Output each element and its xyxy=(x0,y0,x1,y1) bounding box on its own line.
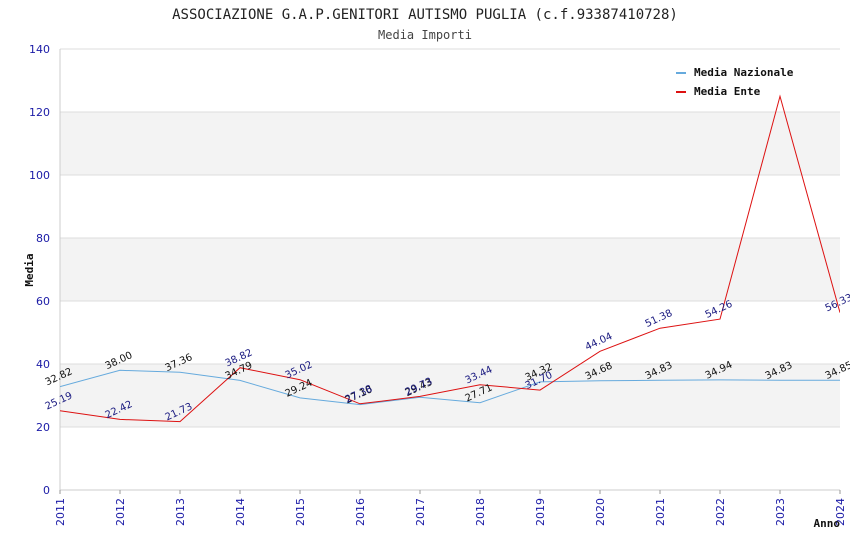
x-tick-label: 2021 xyxy=(654,498,667,526)
plot-band xyxy=(60,49,840,112)
x-tick-label: 2017 xyxy=(414,498,427,526)
series-line xyxy=(60,369,840,406)
y-tick-label: 140 xyxy=(29,43,50,56)
x-tick-label: 2016 xyxy=(354,498,367,526)
chart-subtitle: Media Importi xyxy=(378,28,472,42)
plot-band xyxy=(60,112,840,175)
chart-title: ASSOCIAZIONE G.A.P.GENITORI AUTISMO PUGL… xyxy=(172,7,678,23)
y-tick-label: 20 xyxy=(36,421,50,434)
series-line xyxy=(60,94,840,423)
x-tick-label: 2022 xyxy=(714,498,727,526)
y-axis-ticks: 0 20 40 60 80 100 120 140 xyxy=(29,43,50,497)
x-tick-label: 2019 xyxy=(534,498,547,526)
y-tick-label: 120 xyxy=(29,106,50,119)
y-tick-label: 0 xyxy=(43,484,50,497)
x-tick-label: 2015 xyxy=(294,498,307,526)
x-tick-label: 2023 xyxy=(774,498,787,526)
x-tick-label: 2014 xyxy=(234,498,247,526)
plot-band xyxy=(60,364,840,427)
y-tick-label: 40 xyxy=(36,358,50,371)
y-tick-label: 80 xyxy=(36,232,50,245)
legend-label: Media Ente xyxy=(694,85,761,98)
axes xyxy=(59,49,841,494)
y-axis-label: Media xyxy=(23,253,36,286)
x-tick-label: 2011 xyxy=(54,498,67,526)
plot-band xyxy=(60,175,840,238)
y-tick-label: 60 xyxy=(36,295,50,308)
x-tick-label: 2012 xyxy=(114,498,127,526)
grid-lines xyxy=(60,48,840,491)
y-tick-label: 100 xyxy=(29,169,50,182)
plot-background xyxy=(60,49,840,490)
x-tick-label: 2013 xyxy=(174,498,187,526)
x-tick-label: 2020 xyxy=(594,498,607,526)
x-tick-label: 2024 xyxy=(834,498,847,526)
x-tick-label: 2018 xyxy=(474,498,487,526)
x-axis-label: Anno xyxy=(814,517,841,530)
plot-band xyxy=(60,427,840,490)
plot-band xyxy=(60,238,840,301)
legend: Media Nazionale Media Ente xyxy=(676,66,794,98)
legend-label: Media Nazionale xyxy=(694,66,794,79)
x-axis-ticks: 2011 2012 2013 2014 2015 2016 2017 2018 2019 2020… xyxy=(54,498,847,526)
plot-band xyxy=(60,301,840,364)
series-lines xyxy=(60,94,840,423)
